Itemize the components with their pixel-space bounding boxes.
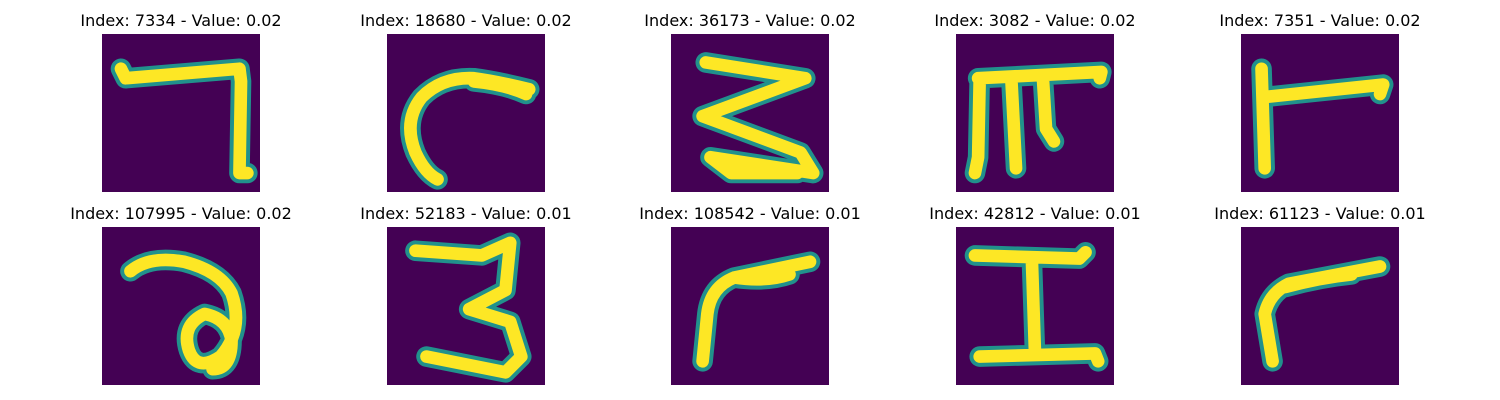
panel-title-10: Index: 61123 - Value: 0.01 [1214,204,1426,223]
panel-title-7: Index: 52183 - Value: 0.01 [360,204,572,223]
loop-a-glyph-image [102,227,260,385]
glyph-stroke-core [1255,62,1390,175]
glyph-stroke-core [1258,260,1387,368]
c-hook-glyph-image [387,34,545,192]
panel-title-5: Index: 7351 - Value: 0.02 [1219,11,1421,30]
pi-glyph-image [956,34,1114,192]
panel-title-3: Index: 36173 - Value: 0.02 [644,11,856,30]
image-panel-2 [387,34,545,192]
panel-title-4: Index: 3082 - Value: 0.02 [934,11,1136,30]
three-glyph-image [387,227,545,385]
image-panel-10 [1241,227,1399,385]
i-beam-glyph-image [956,227,1114,385]
glyph-stroke-core [409,236,528,379]
glyph-stroke-core [696,56,820,180]
image-panel-1 [102,34,260,192]
image-panel-4 [956,34,1114,192]
r-small-glyph-image [1241,227,1399,385]
r-stroke-glyph-image [1241,34,1399,192]
image-panel-6 [102,227,260,385]
r-curve-glyph-image [671,227,829,385]
image-panel-5 [1241,34,1399,192]
glyph-stroke-core [124,253,243,376]
glyph-stroke-core [968,245,1105,368]
image-panel-8 [671,227,829,385]
image-panel-9 [956,227,1114,385]
glyph-stroke-core [404,71,536,186]
zigzag-three-glyph-image [671,34,829,192]
panel-title-8: Index: 108542 - Value: 0.01 [639,204,861,223]
panel-title-9: Index: 42812 - Value: 0.01 [929,204,1141,223]
image-panel-3 [671,34,829,192]
panel-title-2: Index: 18680 - Value: 0.02 [360,11,572,30]
glyph-stroke-core [114,62,254,180]
seven-glyph-image [102,34,260,192]
panel-title-6: Index: 107995 - Value: 0.02 [70,204,292,223]
image-panel-7 [387,227,545,385]
glyph-stroke-core [696,255,817,368]
panel-title-1: Index: 7334 - Value: 0.02 [80,11,282,30]
glyph-stroke-core [968,65,1108,180]
